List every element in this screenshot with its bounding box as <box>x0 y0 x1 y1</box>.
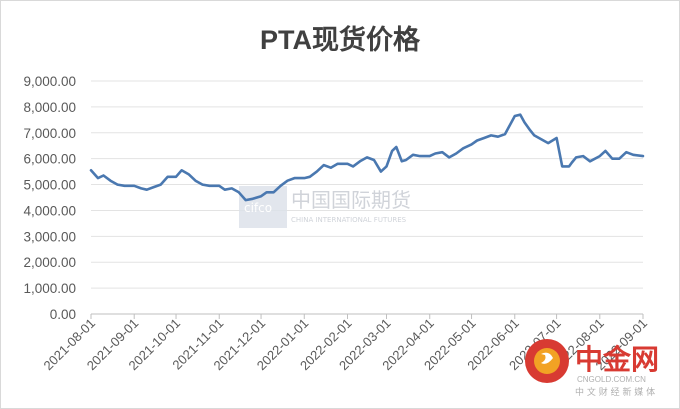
brand-coin-glyph <box>541 352 553 364</box>
y-tick-label: 0.00 <box>50 307 76 322</box>
y-axis-ticks: 9,000.00 8,000.00 7,000.00 6,000.00 5,000.00… <box>23 74 76 322</box>
brand-url: CNGOLD.COM.CN <box>577 375 646 384</box>
y-tick-label: 3,000.00 <box>23 229 76 244</box>
series-line <box>89 113 645 202</box>
series-pta-price <box>89 113 645 202</box>
watermark-logo-block <box>239 186 287 228</box>
y-tick-label: 7,000.00 <box>23 126 76 141</box>
watermark-logo-text: 中国国际期货 <box>291 188 411 212</box>
y-tick-label: 6,000.00 <box>23 152 76 167</box>
corner-brand-logo: 中金网 CNGOLD.COM.CN 中 文 财 经 新 媒 体 <box>525 339 659 398</box>
watermark-logo-mark: cifco <box>244 201 272 215</box>
y-tick-label: 5,000.00 <box>23 178 76 193</box>
y-tick-label: 1,000.00 <box>23 281 76 296</box>
y-tick-label: 4,000.00 <box>23 203 76 218</box>
center-watermark: cifco 中国国际期货 CHINA INTERNATIONAL FUTURES <box>239 186 411 228</box>
y-tick-label: 9,000.00 <box>23 74 76 89</box>
y-tick-label: 8,000.00 <box>23 100 76 115</box>
gridlines <box>91 80 643 315</box>
chart-title: PTA现货价格 <box>260 24 421 55</box>
brand-tagline: 中 文 财 经 新 媒 体 <box>575 386 655 398</box>
watermark-logo-subtext: CHINA INTERNATIONAL FUTURES <box>291 216 407 224</box>
brand-name: 中金网 <box>575 343 659 376</box>
y-tick-label: 2,000.00 <box>23 255 76 270</box>
